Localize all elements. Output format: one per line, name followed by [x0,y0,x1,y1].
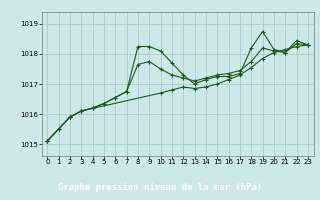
Text: Graphe pression niveau de la mer (hPa): Graphe pression niveau de la mer (hPa) [58,182,262,192]
